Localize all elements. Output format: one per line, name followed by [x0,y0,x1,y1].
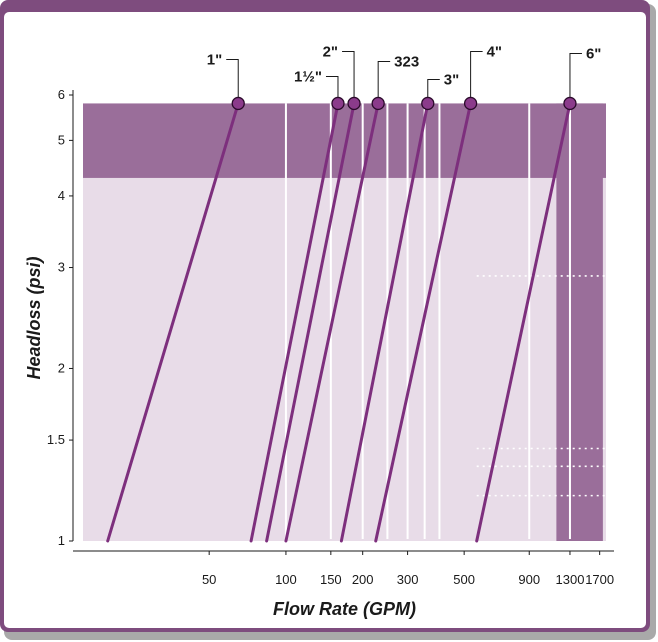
series-marker [421,96,435,111]
x-tick-label: 100 [275,572,297,587]
series-label: 1" [207,51,222,68]
y-tick-label: 2 [58,360,65,375]
series-marker [371,96,385,111]
series-leader [470,50,483,98]
series-line [374,101,473,543]
right-band [556,103,603,541]
y-tick-label: 6 [58,87,65,102]
top-band [83,103,606,178]
series-leader [342,50,355,98]
series-marker [331,96,345,111]
x-tick-label: 1700 [585,572,614,587]
series-line [265,101,356,543]
series-line [284,101,380,543]
x-tick-label: 500 [453,572,475,587]
series-marker [563,96,577,111]
x-tick-label: 50 [202,572,216,587]
series-label: 2" [323,43,338,60]
x-axis-title: Flow Rate (GPM) [273,599,416,619]
x-tick-label: 300 [397,572,419,587]
series-label: 6" [586,45,601,62]
series-line [249,101,340,543]
series-label: 4" [487,43,502,60]
y-tick-label: 5 [58,132,65,147]
series-leader [569,52,582,98]
x-tick-label: 900 [518,572,540,587]
series-label: 323 [394,53,419,70]
x-tick-label: 200 [352,572,374,587]
y-tick-label: 1 [58,533,65,548]
series-line [106,101,240,543]
y-tick-label: 4 [58,188,65,203]
series-label: 1½" [294,68,322,85]
series-leader [325,75,339,98]
series-marker [231,96,245,111]
series-line [475,101,572,543]
series-marker [463,96,478,111]
y-axis-title: Headloss (psi) [24,256,44,379]
x-tick-label: 1300 [556,572,585,587]
y-tick-label: 3 [58,260,65,275]
y-tick-label: 1.5 [47,432,65,447]
x-tick-label: 150 [320,572,342,587]
series-leader [377,60,391,98]
series-leader [226,58,239,98]
series-line [339,101,430,543]
series-label: 3" [444,71,459,88]
series-leader [427,78,440,98]
series-marker [347,96,361,111]
